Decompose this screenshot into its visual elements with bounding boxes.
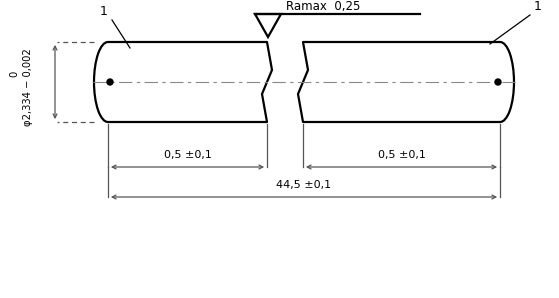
Text: Ramax  0,25: Ramax 0,25 xyxy=(286,0,361,13)
Text: 0,5 ±0,1: 0,5 ±0,1 xyxy=(377,150,425,160)
Circle shape xyxy=(107,79,113,85)
Text: 0: 0 xyxy=(9,71,19,77)
Text: 44,5 ±0,1: 44,5 ±0,1 xyxy=(277,180,331,190)
Text: 1: 1 xyxy=(100,5,108,18)
Text: 0,5 ±0,1: 0,5 ±0,1 xyxy=(164,150,211,160)
Text: 1: 1 xyxy=(534,0,542,13)
Circle shape xyxy=(495,79,501,85)
Text: φ2,334 − 0,002: φ2,334 − 0,002 xyxy=(23,48,33,126)
